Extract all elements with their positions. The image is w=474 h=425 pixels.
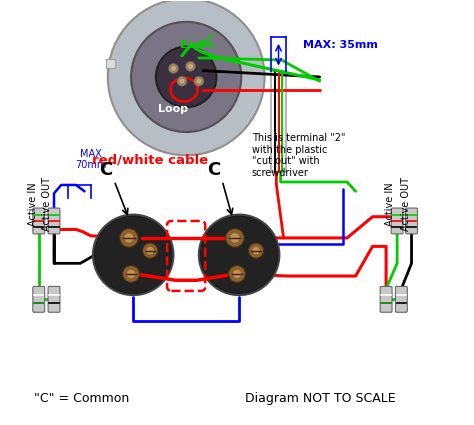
Circle shape xyxy=(95,217,172,293)
Circle shape xyxy=(248,243,264,258)
Bar xyxy=(271,71,286,172)
Text: MAX: 35mm: MAX: 35mm xyxy=(303,40,377,50)
Circle shape xyxy=(123,266,139,282)
Text: red/white cable: red/white cable xyxy=(92,153,208,166)
Text: Loop: Loop xyxy=(158,104,189,114)
Circle shape xyxy=(196,79,201,84)
Circle shape xyxy=(124,233,134,243)
Text: Active OUT: Active OUT xyxy=(42,177,52,231)
FancyBboxPatch shape xyxy=(406,208,418,234)
Bar xyxy=(106,59,115,68)
Text: C: C xyxy=(99,161,112,179)
FancyBboxPatch shape xyxy=(380,286,392,312)
Circle shape xyxy=(194,76,204,86)
Text: "C" = Common: "C" = Common xyxy=(34,392,129,405)
Circle shape xyxy=(127,270,136,278)
Circle shape xyxy=(199,215,279,295)
FancyBboxPatch shape xyxy=(48,208,60,234)
Text: Active OUT: Active OUT xyxy=(401,177,410,231)
Text: MAX
70mm: MAX 70mm xyxy=(75,149,107,170)
Text: Active IN: Active IN xyxy=(28,182,38,226)
Circle shape xyxy=(119,229,138,247)
FancyBboxPatch shape xyxy=(391,208,403,234)
Text: Earth: Earth xyxy=(180,40,214,50)
Text: Diagram NOT TO SCALE: Diagram NOT TO SCALE xyxy=(246,392,396,405)
Circle shape xyxy=(201,217,277,293)
Circle shape xyxy=(228,266,246,282)
Circle shape xyxy=(108,0,264,155)
Circle shape xyxy=(177,76,187,86)
Circle shape xyxy=(93,215,173,295)
Circle shape xyxy=(179,79,184,84)
Circle shape xyxy=(156,47,217,107)
Text: Active IN: Active IN xyxy=(385,182,395,226)
Circle shape xyxy=(233,270,241,278)
FancyBboxPatch shape xyxy=(395,286,407,312)
Circle shape xyxy=(185,61,195,71)
Circle shape xyxy=(230,233,239,243)
FancyBboxPatch shape xyxy=(33,286,45,312)
FancyBboxPatch shape xyxy=(33,208,45,234)
Text: This is terminal "2"
with the plastic
"cut out" with
screwdriver: This is terminal "2" with the plastic "c… xyxy=(252,133,346,178)
Circle shape xyxy=(143,243,158,258)
Circle shape xyxy=(131,22,241,132)
Circle shape xyxy=(188,64,193,69)
Circle shape xyxy=(171,66,176,71)
Text: C: C xyxy=(207,161,220,179)
FancyBboxPatch shape xyxy=(48,286,60,312)
Circle shape xyxy=(168,63,179,74)
Circle shape xyxy=(146,247,154,255)
Circle shape xyxy=(226,229,244,247)
Circle shape xyxy=(252,247,260,255)
